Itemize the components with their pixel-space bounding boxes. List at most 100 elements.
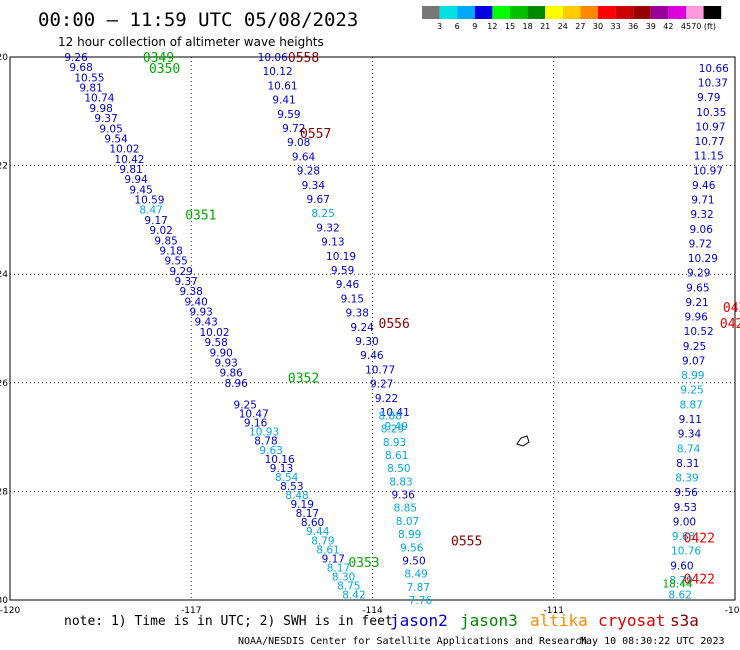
satellite-name: s3a	[670, 611, 699, 630]
scale-label: 36	[628, 22, 638, 31]
wave-height-value: 10.16	[265, 454, 295, 466]
scale-label: 21	[540, 22, 550, 31]
wave-height-value: 9.58	[204, 337, 227, 349]
wave-height-value: 8.78	[254, 436, 277, 448]
wave-height-value: 8.48	[285, 490, 308, 502]
y-tick-label: -24	[0, 270, 8, 280]
wave-height-value: 8.79	[311, 535, 334, 547]
wave-height-value: 8.61	[385, 450, 408, 462]
wave-height-value: 9.37	[174, 276, 197, 288]
scale-swatch	[686, 6, 704, 19]
wave-height-value: 18.44	[663, 579, 693, 591]
pass-time-label: 0351	[185, 208, 216, 223]
axis-ticks: -120-117-114-111-108-105-20-22-24-26-28-…	[0, 53, 740, 616]
wave-height-value: 10.77	[365, 364, 395, 376]
wave-height-value: 9.96	[684, 312, 708, 324]
wave-height-value: 9.13	[270, 463, 293, 475]
wave-height-value: 10.76	[671, 546, 701, 558]
scale-swatch	[598, 6, 616, 19]
scale-swatch	[474, 6, 493, 19]
wave-height-value: 10.97	[693, 165, 723, 177]
wave-height-value: 9.25	[680, 385, 703, 397]
wave-height-value: 9.43	[194, 317, 217, 329]
wave-height-value: 8.96	[224, 378, 248, 390]
x-tick-label: -114	[362, 606, 383, 616]
wave-height-value: 10.19	[326, 251, 356, 263]
grid-lines	[10, 57, 735, 600]
wave-height-value: 8.07	[396, 516, 419, 528]
time-labels: 0349035003510352035305580557055605550419…	[143, 51, 740, 587]
wave-height-value: 8.99	[398, 529, 421, 541]
wave-height-value: 8.31	[676, 458, 699, 470]
wave-height-value: 10.66	[699, 63, 729, 75]
scale-label: 33	[611, 22, 621, 31]
wave-height-value: 11.15	[694, 151, 724, 163]
wave-height-value: 9.67	[307, 194, 330, 206]
wave-height-value: 9.54	[104, 133, 128, 145]
wave-height-value: 9.49	[385, 421, 408, 433]
wave-height-value: 10.41	[380, 407, 410, 419]
wave-height-value: 9.46	[336, 279, 360, 291]
scale-label: 18	[523, 22, 533, 31]
y-tick-label: -30	[0, 596, 8, 606]
wave-height-value: 8.74	[677, 443, 701, 455]
footer-timestamp: May 10 08:30:22 UTC 2023	[580, 636, 725, 647]
y-tick-label: -22	[0, 162, 8, 172]
wave-height-value: 9.71	[691, 195, 714, 207]
wave-height-value: 10.12	[263, 66, 293, 78]
scale-swatch	[633, 6, 651, 19]
y-tick-label: -28	[0, 487, 8, 497]
wave-height-value: 8.85	[394, 503, 417, 515]
footer-note: note: 1) Time is in UTC; 2) SWH is in fe…	[64, 614, 393, 629]
wave-height-value: 10.02	[109, 144, 139, 156]
pass-time-label: 0557	[300, 127, 331, 142]
wave-height-value: 9.08	[287, 137, 310, 149]
wave-height-value: 9.94	[124, 174, 148, 186]
wave-height-value: 9.13	[321, 237, 344, 249]
scale-label: 27	[575, 22, 585, 31]
wave-height-value: 9.53	[674, 502, 697, 514]
wave-height-value: 8.75	[337, 581, 360, 593]
wave-height-value: 9.63	[672, 531, 695, 543]
footer-credit: NOAA/NESDIS Center for Satellite Applica…	[238, 636, 587, 647]
scale-swatch	[510, 6, 528, 19]
satellite-name: jason2	[390, 611, 448, 630]
scale-swatch	[703, 6, 722, 19]
y-tick-label: -20	[0, 53, 8, 63]
wave-height-value: 8.29	[381, 424, 404, 436]
scale-swatch	[580, 6, 598, 19]
scale-swatch	[422, 6, 440, 19]
wave-height-value: 10.52	[684, 326, 714, 338]
wave-height-value: 9.16	[244, 418, 268, 430]
wave-height-value: 9.38	[179, 286, 202, 298]
wave-height-value: 10.35	[696, 107, 726, 119]
wave-height-value: 9.45	[129, 184, 152, 196]
wave-height-value: 9.30	[355, 336, 378, 348]
wave-height-value: 7.76	[409, 595, 433, 607]
wave-height-value: 9.19	[291, 499, 314, 511]
x-tick-label: -117	[181, 606, 201, 616]
wave-height-value: 9.38	[346, 308, 369, 320]
wave-height-value: 9.21	[685, 297, 708, 309]
wave-height-value: 9.81	[119, 164, 142, 176]
wave-height-value: 9.29	[169, 266, 192, 278]
scale-label: 12	[487, 22, 497, 31]
pass-time-label: 0421	[723, 301, 740, 316]
wave-height-value: 9.32	[690, 209, 713, 221]
wave-height-value: 8.49	[404, 569, 427, 581]
scale-label: 6	[455, 22, 460, 31]
wave-height-value: 9.26	[64, 52, 88, 64]
wave-height-value: 8.17	[327, 562, 350, 574]
wave-height-value: 8.88	[379, 410, 402, 422]
wave-height-value: 9.05	[99, 123, 122, 135]
wave-height-value: 8.17	[296, 508, 319, 520]
wave-height-value: 10.59	[134, 195, 164, 207]
scale-swatch	[668, 6, 686, 19]
wave-height-value: 9.59	[277, 109, 300, 121]
scale-label: 45	[681, 22, 691, 31]
wave-height-value: 9.02	[149, 225, 172, 237]
scale-label: 39	[646, 22, 656, 31]
satellite-legend: jason2 jason3 altika cryosat s3a	[390, 611, 699, 630]
wave-height-value: 9.29	[687, 268, 710, 280]
pass-time-label: 0352	[288, 371, 319, 386]
